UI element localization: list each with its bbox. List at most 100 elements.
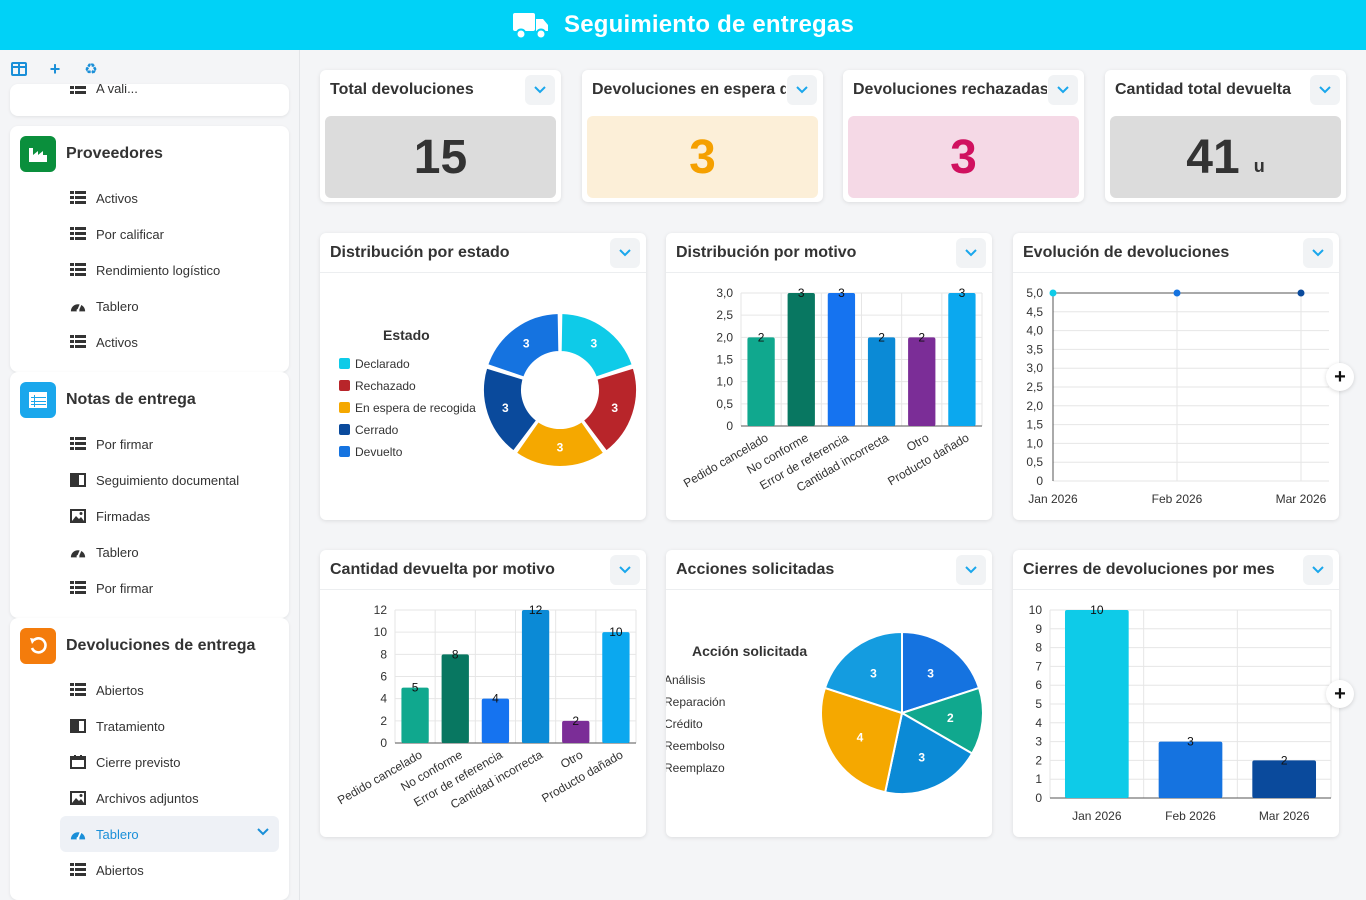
data-label: 2 — [918, 330, 925, 344]
legend-swatch — [339, 358, 350, 369]
layout-icon[interactable] — [10, 60, 28, 78]
panel-menu-button[interactable] — [956, 238, 986, 268]
kpi-card: Total devoluciones 15 — [320, 70, 561, 202]
list-icon — [70, 335, 86, 348]
kpi-menu-button[interactable] — [787, 75, 817, 105]
sidebar-item[interactable]: Tratamiento — [10, 708, 289, 744]
sidebar-item-label: Cierre previsto — [96, 754, 181, 770]
kpi-menu-button[interactable] — [1310, 75, 1340, 105]
sidebar-item[interactable]: Por firmar — [10, 426, 289, 462]
bar[interactable] — [747, 337, 775, 426]
data-point[interactable] — [1049, 289, 1057, 297]
bar[interactable] — [827, 293, 856, 426]
y-tick-label: 2 — [380, 714, 387, 728]
y-tick-label: 8 — [380, 647, 387, 661]
data-label: 5 — [412, 681, 419, 695]
sidebar-group-header[interactable]: Notas de entrega — [10, 372, 289, 418]
pie-slice[interactable] — [820, 686, 904, 794]
bar[interactable] — [602, 632, 630, 743]
pie-slice[interactable] — [883, 711, 974, 795]
evolucion-line-chart: 0 0,5 1,0 1,5 2,0 2,5 3,0 3,5 4,0 4,5 5,0 Jan 2026 F… — [1026, 286, 1329, 506]
data-point[interactable] — [1173, 289, 1181, 297]
add-widget-button[interactable]: + — [1326, 363, 1354, 391]
panel-menu-button[interactable] — [1303, 238, 1333, 268]
kpi-title: Devoluciones en espera de recogida — [592, 81, 786, 98]
bar[interactable] — [562, 720, 590, 743]
sidebar-item[interactable]: Por calificar — [10, 216, 289, 252]
sidebar-group-2: Devoluciones de entrega Abiertos Tratami… — [10, 618, 289, 900]
panel-menu-button[interactable] — [610, 555, 640, 585]
sidebar-item[interactable]: Tablero — [10, 288, 289, 324]
panel-menu-button[interactable] — [1303, 555, 1333, 585]
chevron-down-icon[interactable] — [257, 828, 269, 836]
y-tick-label: 2,0 — [716, 330, 733, 344]
pie-slice[interactable] — [482, 366, 539, 453]
legend-label: Declarado — [355, 357, 410, 371]
pie-slice[interactable] — [823, 630, 903, 715]
chevron-down-icon — [534, 86, 546, 94]
sidebar-item[interactable]: Abiertos — [10, 672, 289, 708]
bar[interactable] — [401, 687, 429, 743]
bar[interactable] — [948, 293, 976, 426]
data-label: 12 — [529, 603, 543, 617]
sidebar-item[interactable]: Abiertos — [10, 852, 289, 888]
panel-menu-button[interactable] — [610, 238, 640, 268]
pie-slice[interactable] — [514, 419, 606, 468]
bar[interactable] — [481, 698, 510, 743]
sidebar-item[interactable]: Rendimiento logístico — [10, 252, 289, 288]
pie-slice[interactable] — [581, 366, 638, 453]
panel-title: Cierres de devoluciones por mes — [1023, 560, 1275, 578]
y-tick-label: 3 — [1035, 735, 1042, 749]
bar[interactable] — [1252, 760, 1317, 798]
pie-slice[interactable] — [899, 686, 984, 755]
sidebar-group-0: Proveedores Activos Por calificar Rendim… — [10, 126, 289, 372]
add-widget-button[interactable]: + — [1326, 680, 1354, 708]
bar[interactable] — [441, 654, 469, 743]
sidebar-item[interactable]: Por firmar — [10, 570, 289, 606]
pie-slice[interactable] — [485, 311, 561, 379]
sidebar-item[interactable]: Seguimiento documental — [10, 462, 289, 498]
sidebar-item-label: Abiertos — [96, 682, 144, 698]
gauge-icon — [70, 303, 86, 312]
sidebar-item[interactable]: Tablero — [60, 816, 279, 852]
sidebar-item[interactable]: Activos — [10, 180, 289, 216]
panel-menu-button[interactable] — [956, 555, 986, 585]
sidebar-item[interactable]: Cierre previsto — [10, 744, 289, 780]
data-label: 3 — [557, 441, 564, 455]
recycle-icon[interactable]: ♻ — [84, 61, 98, 78]
legend-swatch — [339, 424, 350, 435]
legend-label: Análisis — [666, 673, 705, 687]
sidebar-item[interactable]: Firmadas — [10, 498, 289, 534]
sidebar-item-partial[interactable]: A vali... — [10, 84, 289, 106]
y-tick-label: 1,0 — [716, 375, 733, 389]
sidebar-item-label: Por calificar — [96, 226, 164, 242]
chevron-down-icon — [1312, 249, 1324, 257]
sidebar-item[interactable]: Archivos adjuntos — [10, 780, 289, 816]
pie-slice[interactable] — [559, 311, 635, 379]
pie-slice[interactable] — [901, 630, 981, 715]
x-tick-label: Otro — [558, 747, 585, 771]
kpi-menu-button[interactable] — [525, 75, 555, 105]
sidebar-group-header[interactable]: Devoluciones de entrega — [10, 618, 289, 664]
kpi-title: Total devoluciones — [330, 81, 474, 98]
sidebar-item-label: Tratamiento — [96, 718, 165, 734]
kpi-title: Devoluciones rechazadas — [853, 81, 1047, 98]
plus-icon[interactable]: + — [49, 58, 61, 79]
sidebar-item[interactable]: Activos — [10, 324, 289, 360]
estado-donut-chart: 3 3 3 3 3 Estado Declarado Rechazado En espera d… — [339, 311, 638, 468]
chevron-down-icon — [619, 566, 631, 574]
sidebar-group-header[interactable]: Proveedores — [10, 126, 289, 172]
kpi-menu-button[interactable] — [1048, 75, 1078, 105]
bar[interactable] — [1064, 610, 1129, 798]
bar[interactable] — [787, 293, 815, 426]
bar[interactable] — [908, 337, 936, 426]
bar[interactable] — [521, 610, 550, 743]
y-tick-label: 3,0 — [1026, 361, 1043, 375]
bar[interactable] — [867, 337, 896, 426]
legend-label: Reembolso — [666, 739, 725, 753]
x-tick-label: Jan 2026 — [1072, 809, 1122, 823]
panel-title: Distribución por estado — [330, 243, 510, 261]
data-point[interactable] — [1297, 289, 1305, 297]
sidebar-item[interactable]: Tablero — [10, 534, 289, 570]
bar[interactable] — [1158, 741, 1223, 798]
